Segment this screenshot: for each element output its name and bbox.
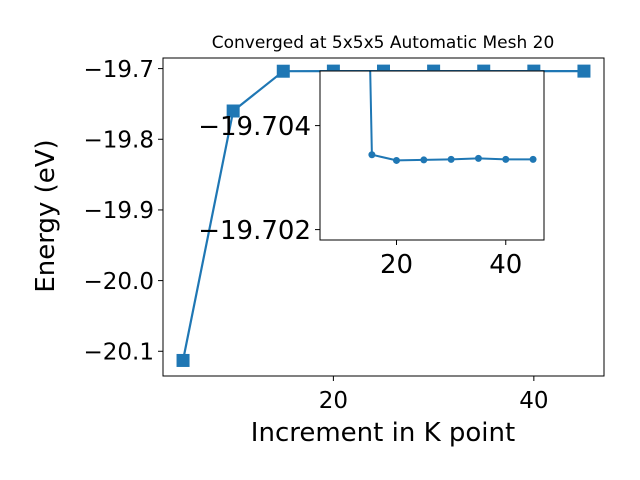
main-y-tick-label-4: −20.1 (84, 340, 154, 366)
inset-x-tick-label-1: 40 (489, 250, 522, 280)
main-y-tick-label-1: −19.8 (84, 128, 154, 154)
y-axis-label: Energy (eV) (31, 139, 61, 292)
inset-point-4 (447, 155, 455, 163)
main-point-2 (276, 64, 290, 78)
main-y-tick-label-0: −19.7 (84, 57, 154, 83)
main-point-0 (176, 353, 190, 367)
main-x-tick-label-1: 40 (519, 388, 548, 414)
main-frame (162, 57, 605, 377)
inset-series-line-0 (369, 71, 534, 162)
inset-point-5 (474, 154, 482, 162)
inset-y-tick-label-0: −19.704 (198, 112, 311, 142)
main-y-tick-label-3: −20.0 (84, 269, 154, 295)
main-point-1 (226, 104, 240, 118)
main-point-8 (577, 64, 591, 78)
inset-plot: 20 40 −19.704 −19.702 (198, 70, 545, 280)
inset-series-group (368, 71, 537, 164)
inset-point-2 (392, 156, 400, 164)
inset-area (320, 71, 544, 240)
main-x-tick-label-0: 20 (319, 388, 348, 414)
inset-point-1 (368, 151, 376, 159)
chart-title: Converged at 5x5x5 Automatic Mesh 20 (212, 33, 555, 53)
inset-point-7 (529, 155, 537, 163)
inset-y-tick-label-1: −19.702 (198, 216, 311, 246)
main-y-tick-label-2: −19.9 (84, 198, 154, 224)
inset-x-tick-label-0: 20 (380, 250, 413, 280)
inset-point-3 (420, 156, 428, 164)
inset-frame (319, 70, 545, 241)
inset-point-6 (502, 155, 510, 163)
x-axis-label: Increment in K point (251, 418, 515, 448)
